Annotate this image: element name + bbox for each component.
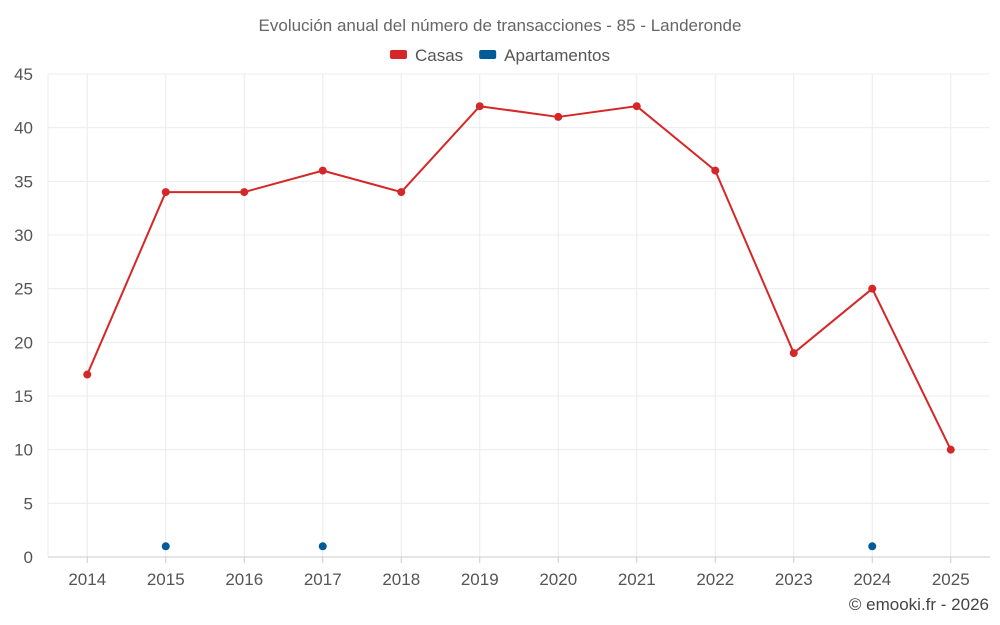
data-point-casas[interactable] bbox=[83, 370, 92, 379]
legend-item-apartamentos[interactable]: Apartamentos bbox=[479, 46, 610, 65]
x-tick-label: 2018 bbox=[382, 570, 420, 589]
series-casas bbox=[83, 102, 955, 454]
x-tick-label: 2025 bbox=[932, 570, 970, 589]
x-axis: 2014 2015 2016 2017 2018 2019 2020 2021 2022 2023… bbox=[48, 556, 990, 589]
data-point-casas[interactable] bbox=[711, 166, 720, 175]
y-tick-label: 40 bbox=[14, 119, 33, 138]
data-point-casas[interactable] bbox=[240, 188, 249, 197]
x-tick-label: 2022 bbox=[696, 570, 734, 589]
x-tick-label: 2014 bbox=[68, 570, 106, 589]
x-tick-label: 2020 bbox=[539, 570, 577, 589]
y-tick-label: 35 bbox=[14, 172, 33, 191]
y-axis: 0 5 10 15 20 25 30 35 40 45 bbox=[14, 65, 49, 567]
x-tick-label: 2015 bbox=[147, 570, 185, 589]
x-tick-label: 2021 bbox=[618, 570, 656, 589]
legend-swatch bbox=[479, 50, 497, 59]
y-tick-label: 5 bbox=[24, 494, 33, 513]
legend-label: Casas bbox=[415, 46, 463, 65]
y-tick-label: 0 bbox=[24, 548, 33, 567]
data-point-casas[interactable] bbox=[789, 349, 798, 358]
legend: Casas Apartamentos bbox=[389, 46, 610, 65]
y-tick-label: 30 bbox=[14, 226, 33, 245]
data-point-casas[interactable] bbox=[318, 166, 327, 175]
y-tick-label: 10 bbox=[14, 441, 33, 460]
data-point-casas[interactable] bbox=[475, 102, 484, 111]
y-tick-label: 20 bbox=[14, 333, 33, 352]
data-point-casas[interactable] bbox=[946, 445, 955, 454]
series-layer bbox=[83, 102, 955, 551]
data-point-casas[interactable] bbox=[397, 188, 406, 197]
legend-item-casas[interactable]: Casas bbox=[389, 46, 463, 65]
x-tick-label: 2016 bbox=[225, 570, 263, 589]
grid bbox=[48, 73, 990, 557]
data-point-casas[interactable] bbox=[868, 284, 877, 293]
data-point-casas[interactable] bbox=[632, 102, 641, 111]
data-point-apartamentos[interactable] bbox=[318, 542, 327, 551]
credit-label: © emooki.fr - 2026 bbox=[849, 595, 989, 614]
legend-label: Apartamentos bbox=[504, 46, 610, 65]
y-tick-label: 15 bbox=[14, 387, 33, 406]
data-point-apartamentos[interactable] bbox=[161, 542, 170, 551]
x-tick-label: 2023 bbox=[775, 570, 813, 589]
data-point-casas[interactable] bbox=[554, 112, 563, 121]
series-apartamentos bbox=[161, 542, 877, 551]
chart-title: Evolución anual del número de transaccio… bbox=[259, 16, 742, 35]
y-tick-label: 45 bbox=[14, 65, 33, 84]
x-tick-label: 2019 bbox=[461, 570, 499, 589]
y-tick-label: 25 bbox=[14, 280, 33, 299]
legend-swatch bbox=[389, 50, 407, 59]
data-point-casas[interactable] bbox=[161, 188, 170, 197]
data-point-apartamentos[interactable] bbox=[868, 542, 877, 551]
x-tick-label: 2024 bbox=[853, 570, 891, 589]
x-tick-label: 2017 bbox=[304, 570, 342, 589]
series-line-casas bbox=[86, 105, 952, 451]
